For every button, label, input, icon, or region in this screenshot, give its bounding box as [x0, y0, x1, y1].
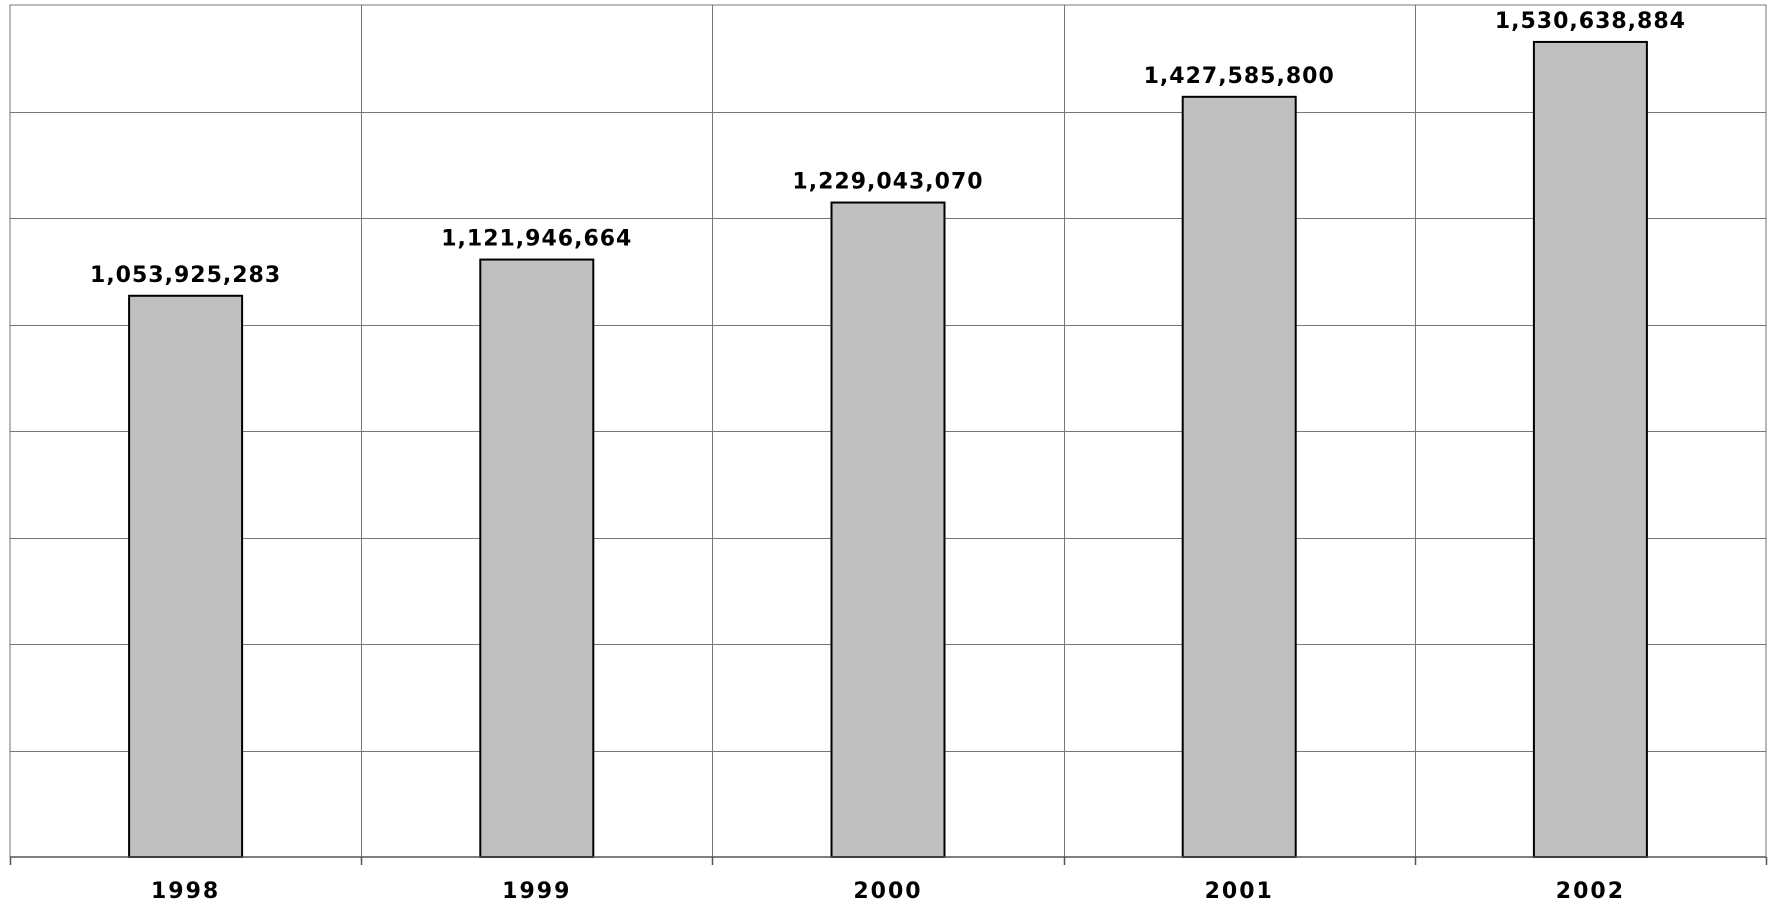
x-axis: [9, 856, 1768, 865]
vertical-gridlines: [361, 5, 1416, 857]
x-tick-label-2001: 2001: [1205, 879, 1274, 904]
x-tick-label-2002: 2002: [1556, 879, 1625, 904]
bar-2001: [1181, 95, 1297, 859]
data-label-2002: 1,530,638,884: [1495, 9, 1686, 34]
x-tick-label-1999: 1999: [502, 879, 571, 904]
horizontal-gridlines: [10, 112, 1766, 752]
x-tick-labels: 1998 1999 2000 2001 2002: [151, 879, 1625, 904]
data-labels: 1,053,925,283 1,121,946,664 1,229,043,070 1…: [90, 9, 1686, 288]
x-tick-label-1998: 1998: [151, 879, 220, 904]
data-label-1999: 1,121,946,664: [441, 227, 632, 252]
bar-2002: [1532, 40, 1648, 858]
bar-1998: [128, 294, 244, 858]
data-label-2000: 1,229,043,070: [792, 170, 983, 195]
data-label-1998: 1,053,925,283: [90, 263, 281, 288]
x-tick-label-2000: 2000: [853, 879, 922, 904]
bar-1999: [479, 258, 595, 858]
bars: [128, 40, 1648, 859]
data-label-2001: 1,427,585,800: [1144, 64, 1335, 89]
bar-2000: [830, 201, 946, 859]
